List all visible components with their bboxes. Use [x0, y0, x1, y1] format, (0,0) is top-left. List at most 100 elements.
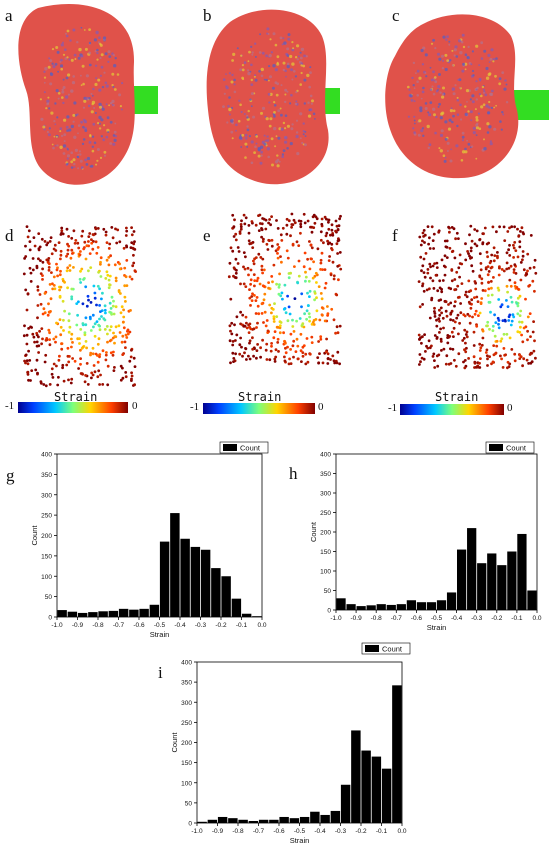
x-tick-label: -0.4: [174, 622, 186, 629]
strain-point: [107, 256, 111, 259]
model-speckle: [446, 59, 450, 62]
strain-point: [326, 362, 330, 365]
y-tick-label: 100: [320, 569, 331, 576]
model-speckle: [475, 80, 478, 83]
histogram-bar: [289, 818, 300, 823]
strain-point: [39, 380, 43, 384]
strain-point: [517, 287, 520, 291]
model-speckle: [254, 78, 258, 82]
model-speckle: [59, 127, 63, 130]
strain-point: [262, 321, 265, 324]
strain-point: [439, 306, 443, 310]
strain-point: [466, 312, 470, 316]
strain-point: [481, 336, 485, 340]
model-speckle: [429, 66, 432, 69]
colorbar-title-d: Strain: [54, 390, 98, 404]
strain-point: [77, 246, 81, 250]
model-speckle: [475, 126, 479, 130]
strain-point: [60, 347, 64, 351]
strain-point: [123, 274, 126, 277]
strain-point: [335, 325, 339, 329]
strain-point: [67, 330, 71, 334]
strain-point: [67, 378, 70, 382]
model-speckle: [464, 53, 468, 56]
strain-point: [119, 378, 123, 382]
model-speckle: [276, 154, 279, 157]
strain-point: [283, 339, 286, 343]
strain-point: [529, 361, 533, 365]
strain-point: [491, 329, 495, 332]
strain-point: [267, 221, 270, 225]
model-speckle: [439, 91, 442, 94]
strain-point: [451, 319, 455, 322]
y-tick-label: 350: [181, 680, 192, 687]
strain-point: [68, 264, 72, 267]
model-speckle: [437, 105, 440, 108]
strain-point: [472, 344, 476, 347]
histogram-bar: [376, 604, 386, 610]
model-speckle: [480, 57, 484, 60]
strain-point: [251, 347, 255, 351]
strain-point: [440, 349, 443, 352]
strain-point: [31, 332, 35, 336]
strain-point: [443, 239, 447, 243]
strain-point: [109, 351, 113, 355]
strain-point: [526, 269, 529, 273]
model-speckle: [230, 130, 234, 134]
model-speckle: [434, 47, 437, 50]
strain-point: [54, 335, 58, 339]
strain-point: [239, 336, 242, 340]
strain-point: [323, 319, 327, 323]
strain-point: [331, 354, 335, 358]
strain-point: [44, 353, 48, 357]
strain-point: [321, 313, 324, 317]
strain-point: [130, 374, 134, 378]
strain-point: [234, 257, 238, 261]
strain-point: [455, 231, 459, 235]
strain-point: [270, 344, 273, 348]
strain-point: [91, 247, 95, 251]
model-body-a: [18, 3, 135, 185]
model-speckle: [51, 62, 54, 65]
strain-point: [79, 281, 82, 284]
strain-point: [113, 366, 116, 369]
strain-point: [73, 359, 77, 363]
strain-point: [119, 311, 123, 315]
strain-point: [420, 356, 424, 360]
strain-point: [527, 284, 531, 288]
strain-point: [98, 317, 101, 321]
strain-point: [330, 228, 334, 232]
strain-point: [533, 289, 536, 293]
model-speckle: [471, 94, 475, 98]
model-speckle: [223, 92, 226, 95]
model-speckle: [284, 136, 288, 140]
model-speckle: [43, 70, 46, 74]
model-speckle: [116, 73, 120, 76]
model-speckle: [464, 147, 467, 151]
model-speckle: [107, 50, 111, 54]
model-speckle: [302, 133, 305, 136]
strain-point: [99, 275, 103, 278]
model-speckle: [111, 99, 115, 103]
strain-point: [53, 243, 57, 247]
strain-point: [36, 316, 39, 320]
model-speckle: [488, 100, 491, 104]
strain-point: [41, 337, 44, 341]
model-speckle: [273, 111, 276, 114]
strain-point: [479, 357, 482, 360]
model-speckle: [96, 48, 99, 52]
strain-point: [52, 362, 56, 366]
model-speckle: [98, 102, 102, 107]
strain-point: [87, 298, 90, 302]
model-speckle: [502, 113, 505, 116]
strain-point: [450, 268, 454, 271]
model-speckle: [475, 98, 478, 101]
model-speckle: [96, 159, 99, 162]
strain-point: [278, 331, 282, 335]
model-speckle: [421, 127, 424, 130]
model-speckle: [297, 55, 300, 58]
model-speckle: [285, 75, 287, 78]
strain-point: [98, 287, 101, 291]
strain-point: [60, 231, 63, 235]
